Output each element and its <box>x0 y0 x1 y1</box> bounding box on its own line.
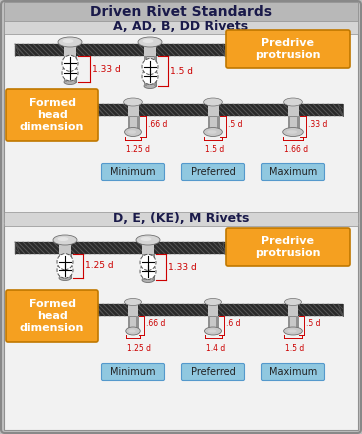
Text: Predrive
protrusion: Predrive protrusion <box>255 236 321 258</box>
Bar <box>136 316 138 331</box>
FancyBboxPatch shape <box>261 364 324 381</box>
Bar <box>15 242 225 254</box>
Ellipse shape <box>285 299 302 306</box>
Text: 1.25 d: 1.25 d <box>126 145 150 155</box>
Ellipse shape <box>125 128 142 137</box>
Ellipse shape <box>126 327 140 335</box>
FancyBboxPatch shape <box>181 164 244 181</box>
Bar <box>288 316 298 331</box>
Text: .5 d: .5 d <box>227 120 242 129</box>
Ellipse shape <box>129 329 136 332</box>
Bar <box>287 104 299 116</box>
FancyBboxPatch shape <box>226 228 350 266</box>
Ellipse shape <box>58 37 82 47</box>
Bar <box>64 44 76 56</box>
Bar <box>4 30 358 31</box>
Bar <box>15 44 225 56</box>
Bar <box>15 44 225 56</box>
Ellipse shape <box>125 299 142 306</box>
Bar <box>4 2 358 23</box>
Bar <box>128 316 138 331</box>
Bar <box>144 56 156 86</box>
Text: 1.5 d: 1.5 d <box>205 145 224 155</box>
FancyBboxPatch shape <box>6 89 98 141</box>
FancyBboxPatch shape <box>226 30 350 68</box>
Bar <box>4 36 358 37</box>
Bar <box>4 33 358 34</box>
FancyBboxPatch shape <box>101 164 164 181</box>
Text: Preferred: Preferred <box>191 367 235 377</box>
Text: 1.66 d: 1.66 d <box>284 145 308 155</box>
Text: .5 d: .5 d <box>306 319 320 328</box>
Bar <box>127 104 139 116</box>
Bar <box>73 56 76 82</box>
Ellipse shape <box>142 277 154 283</box>
Bar <box>128 316 130 331</box>
Bar <box>4 24 358 222</box>
Bar <box>207 116 219 132</box>
Bar <box>144 44 156 56</box>
Text: 1.4 d: 1.4 d <box>206 344 225 353</box>
Ellipse shape <box>205 299 222 306</box>
Bar <box>216 116 219 132</box>
FancyBboxPatch shape <box>181 364 244 381</box>
FancyBboxPatch shape <box>6 290 98 342</box>
Bar <box>68 254 71 278</box>
Circle shape <box>57 262 73 278</box>
Bar <box>4 21 358 34</box>
Bar <box>59 254 62 278</box>
Text: 1.33 d: 1.33 d <box>92 65 121 73</box>
Bar <box>287 116 299 132</box>
Text: 1.25 d: 1.25 d <box>85 262 114 270</box>
Bar <box>15 242 225 254</box>
Bar <box>207 116 210 132</box>
Bar <box>288 304 298 316</box>
Bar <box>144 56 147 86</box>
Bar <box>4 25 358 26</box>
Bar <box>4 41 358 42</box>
Circle shape <box>57 254 73 270</box>
Bar <box>4 32 358 33</box>
Text: .33 d: .33 d <box>307 120 327 129</box>
Bar <box>4 38 358 39</box>
Ellipse shape <box>58 237 68 241</box>
Circle shape <box>62 65 78 81</box>
Bar <box>4 34 358 35</box>
Ellipse shape <box>143 39 153 43</box>
Ellipse shape <box>128 130 136 134</box>
Ellipse shape <box>284 327 302 335</box>
Bar <box>4 224 358 430</box>
Ellipse shape <box>204 128 222 137</box>
Ellipse shape <box>207 130 217 134</box>
Bar <box>296 316 298 331</box>
Ellipse shape <box>284 98 302 106</box>
Bar <box>95 104 343 116</box>
Text: .66 d: .66 d <box>146 319 165 328</box>
Ellipse shape <box>287 329 297 332</box>
Text: 1.5 d: 1.5 d <box>170 66 193 76</box>
Bar <box>64 56 76 82</box>
Ellipse shape <box>59 276 71 280</box>
Bar <box>128 304 138 316</box>
Bar <box>59 242 71 254</box>
Bar <box>64 56 67 82</box>
Ellipse shape <box>208 329 216 332</box>
Bar <box>4 21 358 22</box>
Bar <box>296 116 299 132</box>
Bar <box>208 304 218 316</box>
Text: 1.25 d: 1.25 d <box>127 344 151 353</box>
Ellipse shape <box>63 39 73 43</box>
Bar <box>152 254 154 280</box>
Text: Maximum: Maximum <box>269 367 317 377</box>
Ellipse shape <box>136 235 160 245</box>
Bar <box>95 104 343 116</box>
Circle shape <box>62 55 78 71</box>
Ellipse shape <box>64 79 76 85</box>
Bar <box>4 28 358 29</box>
Bar <box>95 304 343 316</box>
Text: 1.5 d: 1.5 d <box>285 344 304 353</box>
Ellipse shape <box>53 235 77 245</box>
Text: Driven Rivet Standards: Driven Rivet Standards <box>90 5 272 19</box>
Bar <box>95 304 343 316</box>
